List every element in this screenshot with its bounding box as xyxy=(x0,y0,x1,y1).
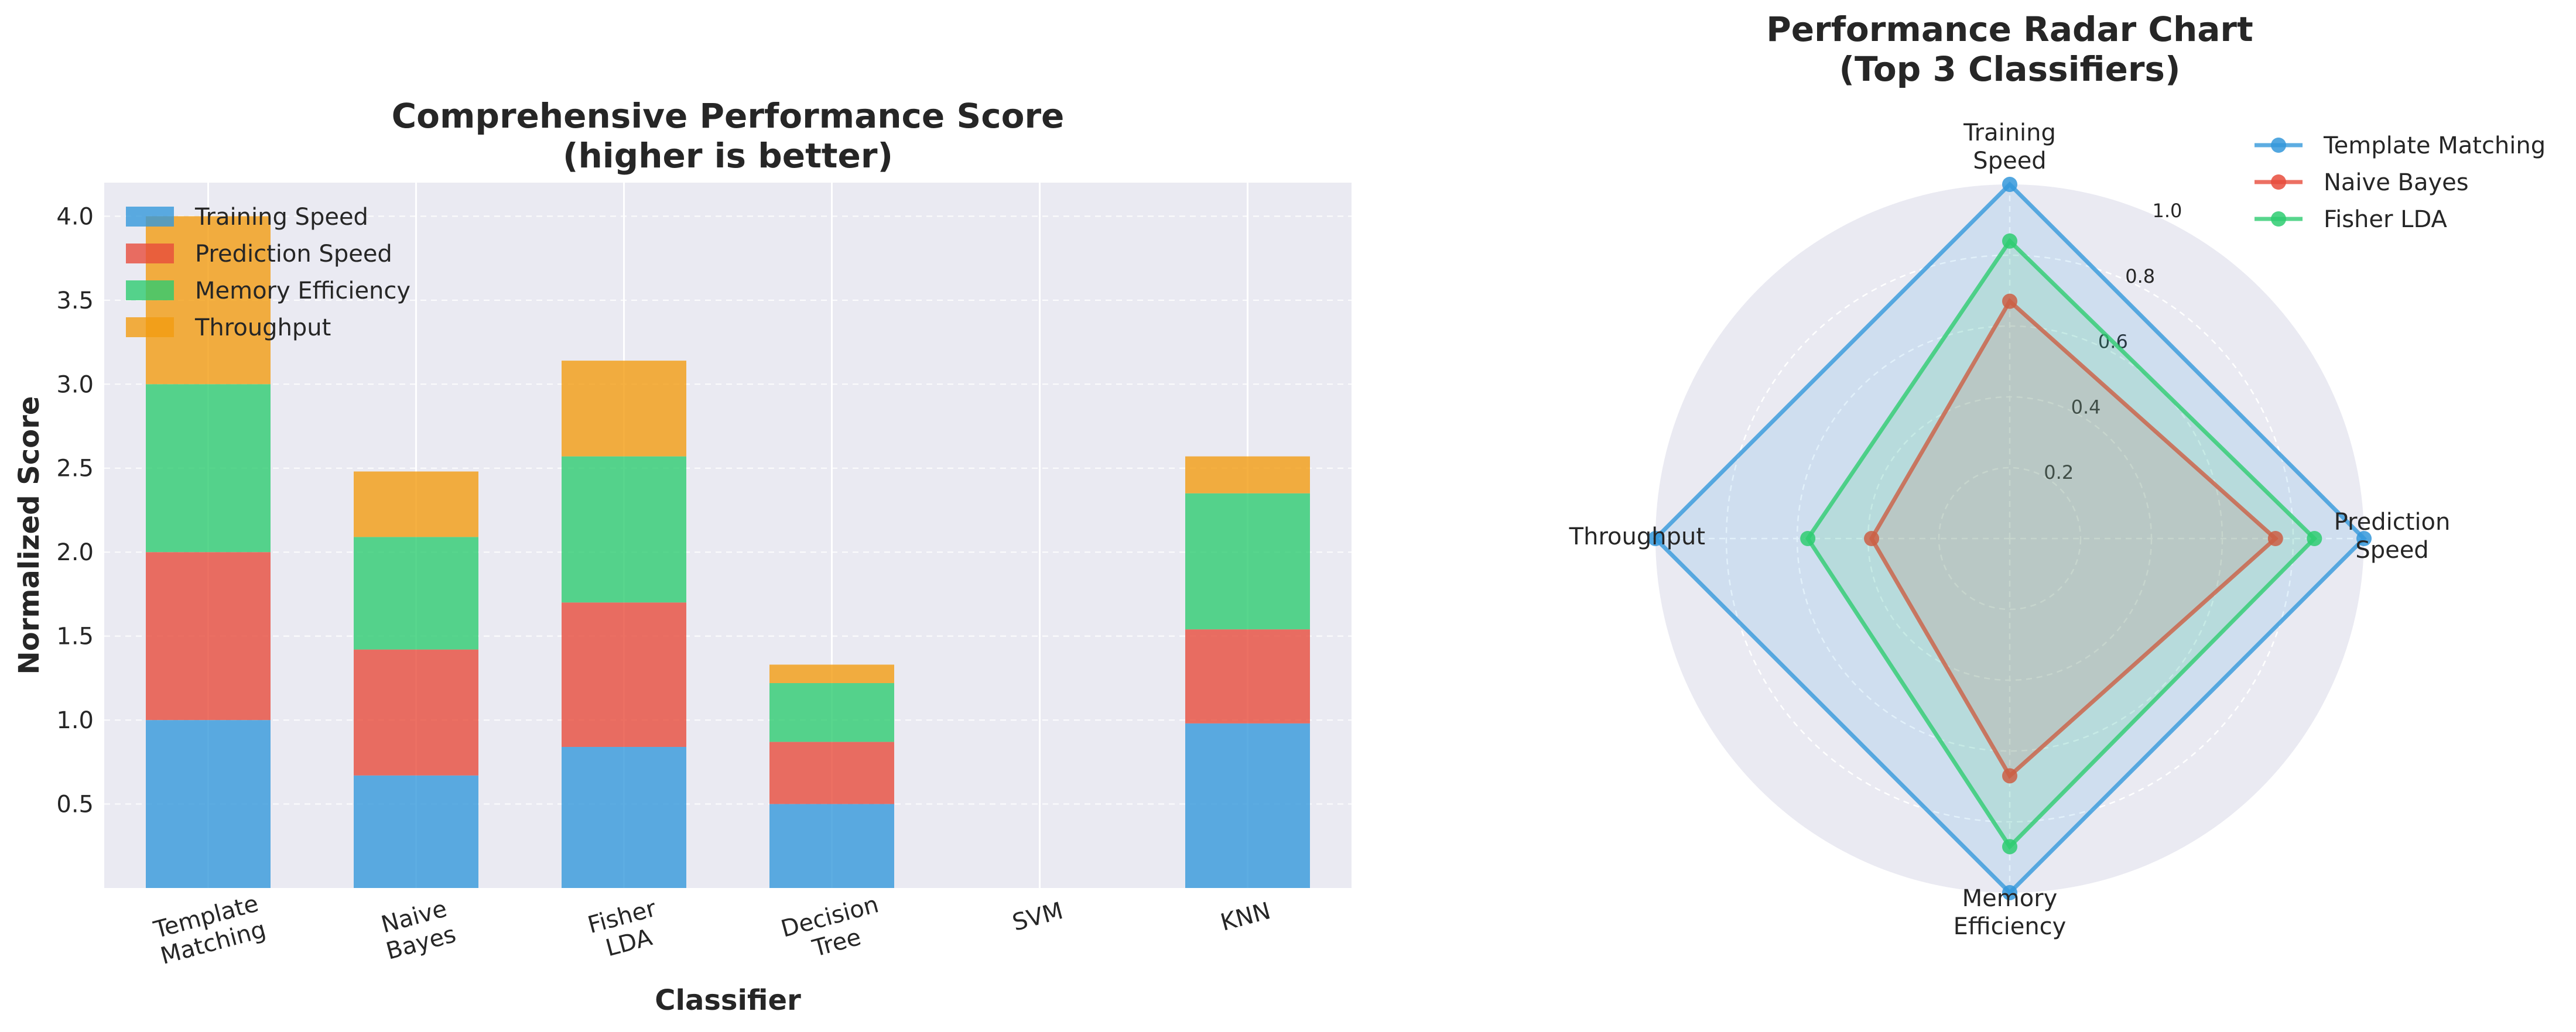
y-tick-label: 3.0 xyxy=(56,371,94,398)
bar-segment xyxy=(354,775,478,888)
series-point xyxy=(2002,177,2017,192)
legend-label: Template Matching xyxy=(2323,132,2546,159)
bar-segment xyxy=(1185,723,1310,888)
legend-label: Naive Bayes xyxy=(2324,169,2469,196)
radar-axis-label: Memory Efficiency xyxy=(1954,885,2067,940)
legend-label: Memory Efficiency xyxy=(195,277,410,304)
x-tick-label: KNN xyxy=(1218,897,1274,937)
series-point xyxy=(1648,531,1663,546)
series-point xyxy=(1800,531,1816,546)
series-point xyxy=(2002,293,2017,309)
radar-axis-label: Throughput xyxy=(1569,523,1705,550)
legend-swatch xyxy=(126,207,174,227)
series-point xyxy=(2356,531,2372,546)
bar-segment xyxy=(354,649,478,776)
y-tick-label: 3.5 xyxy=(56,287,94,314)
bar-segment xyxy=(562,361,686,457)
series-point xyxy=(2002,885,2017,900)
radial-tick-label: 1.0 xyxy=(2153,200,2182,222)
chart-title: Comprehensive Performance Score (higher i… xyxy=(392,96,1065,176)
radial-tick-label: 0.2 xyxy=(2044,461,2074,484)
series-point xyxy=(1864,531,1880,546)
y-tick-label: 0.5 xyxy=(56,791,94,818)
radar-axis-label: Training Speed xyxy=(1963,119,2056,174)
legend-label: Prediction Speed xyxy=(195,241,392,268)
bar-segment xyxy=(769,683,894,742)
legend-marker xyxy=(2271,138,2286,153)
series-point xyxy=(2002,233,2017,249)
chart-title: Performance Radar Chart (Top 3 Classifier… xyxy=(1766,9,2253,89)
bar-segment xyxy=(562,602,686,747)
bar-segment xyxy=(562,747,686,888)
radial-gridline xyxy=(1938,467,2082,611)
bar-segment xyxy=(1185,493,1310,630)
bar-segment xyxy=(562,456,686,603)
x-axis-label: Classifier xyxy=(655,984,801,1017)
radar-axis-label: Prediction Speed xyxy=(2334,509,2451,564)
legend-label: Training Speed xyxy=(194,204,368,231)
radial-gridline xyxy=(1725,254,2294,823)
legend-marker xyxy=(2271,174,2286,190)
y-tick-label: 2.5 xyxy=(56,455,94,482)
legend-swatch xyxy=(126,280,174,300)
y-tick-label: 4.0 xyxy=(56,203,94,230)
bar-segment xyxy=(769,742,894,804)
series-point xyxy=(2002,768,2017,784)
bar-segment xyxy=(146,384,271,553)
x-tick-label: TemplateMatching xyxy=(150,890,269,970)
bar-segment xyxy=(769,664,894,683)
bar-segment xyxy=(1185,629,1310,724)
legend-label: Fisher LDA xyxy=(2324,206,2448,233)
x-tick-label: DecisionTree xyxy=(778,891,888,969)
y-tick-label: 2.0 xyxy=(56,539,94,566)
y-axis-label: Normalized Score xyxy=(13,396,46,675)
radial-tick-label: 0.8 xyxy=(2125,265,2155,287)
y-tick-label: 1.5 xyxy=(56,623,94,650)
legend-swatch xyxy=(126,244,174,263)
bar-segment xyxy=(354,471,478,537)
legend-label: Throughput xyxy=(194,314,331,341)
bar-segment xyxy=(769,804,894,888)
bar-segment xyxy=(146,552,271,721)
radial-tick-label: 0.4 xyxy=(2071,396,2101,418)
stacked-bar-chart: 0.5 1.0 1.5 2.0 2.5 3.0 3.5 4.0 TemplateMatching… xyxy=(13,96,1352,1017)
series-point xyxy=(2002,839,2017,855)
bar-segment xyxy=(146,720,271,888)
x-tick-label: SVM xyxy=(1010,897,1066,937)
bar-segment xyxy=(354,537,478,650)
series-point xyxy=(2307,531,2322,546)
y-tick-label: 1.0 xyxy=(56,707,94,734)
series-point xyxy=(2267,531,2283,546)
legend-marker xyxy=(2271,211,2286,227)
bar-segment xyxy=(1185,456,1310,493)
legend-swatch xyxy=(126,317,174,337)
x-tick-label: NaiveBayes xyxy=(377,895,459,965)
x-tick-label: FisherLDA xyxy=(585,895,666,965)
